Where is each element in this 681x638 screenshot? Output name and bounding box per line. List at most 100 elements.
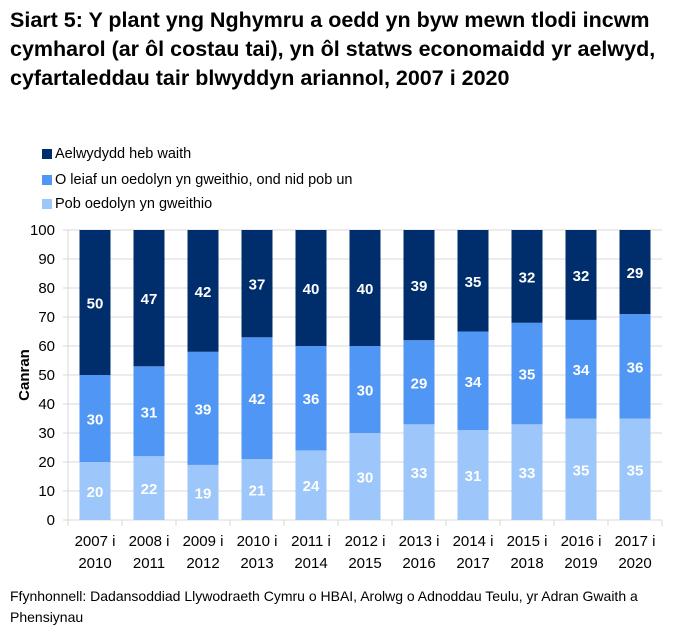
y-tick-label: 60 [38, 338, 55, 355]
data-label: 30 [357, 383, 374, 400]
y-tick-label: 30 [38, 425, 55, 442]
x-tick-label: 2012 [186, 555, 219, 572]
bar-segment [133, 366, 165, 457]
bar-segment [565, 319, 597, 419]
bar-segment [241, 230, 273, 338]
bar-segment [565, 418, 597, 520]
bar-segment [241, 337, 273, 460]
data-label: 36 [303, 391, 320, 408]
data-label: 47 [141, 291, 158, 308]
chart-title: Siart 5: Y plant yng Nghymru a oedd yn b… [10, 8, 656, 90]
data-label: 37 [249, 277, 266, 294]
x-tick-label: 2011 i [291, 533, 331, 550]
y-tick-label: 100 [30, 222, 55, 239]
data-label: 19 [195, 485, 212, 502]
bar-segment [457, 230, 489, 332]
data-label: 33 [519, 465, 536, 482]
bar-segment [133, 230, 165, 367]
bar-segment [619, 230, 651, 315]
data-label: 21 [249, 483, 266, 500]
y-axis-label: Canran [16, 349, 33, 401]
bar-segment [511, 322, 543, 425]
data-label: 33 [411, 465, 428, 482]
x-tick-label: 2008 i [129, 533, 170, 550]
x-tick-label: 2014 i [453, 533, 494, 550]
bar-segment [349, 433, 381, 520]
y-tick-label: 10 [38, 483, 55, 500]
data-label: 29 [627, 265, 644, 282]
legend-item-some-working: O leiaf un oedolyn yn gweithio, ond nid … [42, 172, 352, 188]
data-label: 34 [465, 374, 482, 391]
data-label: 39 [195, 401, 212, 418]
data-label: 40 [303, 281, 320, 298]
bar-segment [295, 230, 327, 346]
x-tick-label: 2013 i [399, 533, 440, 550]
bar-segment [187, 464, 219, 520]
bar-segment [133, 456, 165, 520]
x-tick-label: 2016 [402, 555, 435, 572]
x-tick-label: 2013 [240, 555, 273, 572]
y-tick-label: 0 [47, 512, 55, 529]
x-tick-label: 2014 [294, 555, 327, 572]
data-label: 35 [573, 462, 590, 479]
data-label: 30 [87, 412, 104, 429]
x-tick-label: 2009 i [183, 533, 224, 550]
legend-label: Pob oedolyn yn gweithio [55, 196, 213, 212]
data-label: 36 [627, 359, 644, 376]
data-label: 31 [465, 468, 482, 485]
bar-segment [295, 346, 327, 451]
y-tick-label: 90 [38, 251, 55, 268]
legend-swatch [42, 175, 52, 185]
data-label: 34 [573, 362, 590, 379]
y-tick-label: 20 [38, 454, 55, 471]
legend-item-workless: Aelwydydd heb waith [42, 146, 191, 162]
data-label: 22 [141, 481, 158, 498]
data-label: 20 [87, 484, 104, 501]
legend-item-all-working: Pob oedolyn yn gweithio [42, 196, 212, 212]
x-tick-label: 2012 i [345, 533, 386, 550]
bar-segment [403, 340, 435, 425]
data-label: 35 [519, 367, 536, 384]
y-tick-label: 40 [38, 396, 55, 413]
data-label: 32 [573, 268, 590, 285]
x-tick-label: 2018 [510, 555, 543, 572]
bar-segment [349, 230, 381, 346]
x-tick-label: 2011 [133, 555, 165, 572]
legend-label: O leiaf un oedolyn yn gweithio, ond nid … [55, 172, 353, 188]
bar-segment [241, 459, 273, 520]
bar-segment [187, 351, 219, 465]
x-tick-label: 2017 [456, 555, 489, 572]
bar-segment [79, 462, 111, 520]
bar-segment [349, 346, 381, 433]
data-label: 24 [303, 478, 320, 495]
data-label: 39 [411, 278, 428, 295]
bar-segment [565, 230, 597, 320]
legend-swatch [42, 199, 52, 209]
data-label: 31 [141, 404, 158, 421]
x-tick-label: 2020 [618, 555, 651, 572]
data-label: 30 [357, 470, 374, 487]
bar-segment [79, 375, 111, 462]
y-tick-label: 50 [38, 367, 55, 384]
bar-segment [511, 424, 543, 520]
x-tick-label: 2016 i [561, 533, 602, 550]
bar-segment [619, 314, 651, 419]
legend-label: Aelwydydd heb waith [55, 146, 192, 162]
data-label: 35 [627, 462, 644, 479]
data-label: 32 [519, 269, 536, 286]
x-tick-label: 2015 [348, 555, 381, 572]
bar-segment [457, 430, 489, 520]
bar-segment [403, 230, 435, 341]
x-tick-label: 2017 i [615, 533, 656, 550]
bar-segment [457, 331, 489, 431]
legend-swatch [42, 149, 52, 159]
data-label: 42 [195, 284, 212, 301]
data-label: 42 [249, 391, 266, 408]
bar-segment [619, 418, 651, 520]
bar-segment [295, 450, 327, 520]
data-label: 35 [465, 274, 482, 291]
bar-segment [511, 230, 543, 323]
bar-segment [187, 230, 219, 352]
